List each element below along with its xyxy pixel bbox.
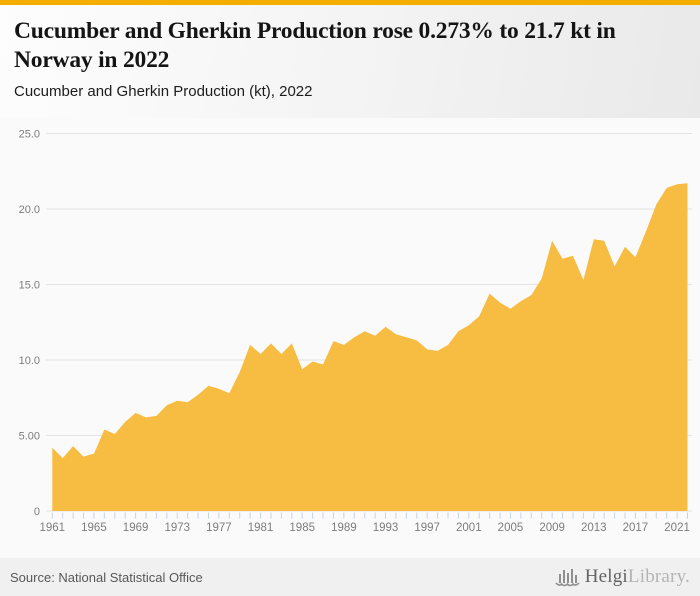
helgi-library-logo: HelgiLibrary. [555,566,690,589]
x-axis-label: 1961 [40,522,66,534]
x-axis-label: 1973 [164,522,190,534]
x-axis-label: 1977 [206,522,232,534]
production-area-chart: 0 5.00 10.0 15.0 20.0 25.0 1961 1965 1969 1973 197… [19,129,692,534]
y-axis-label: 20.0 [19,204,40,216]
x-axis-label: 2017 [623,522,649,534]
y-axis-label: 5.00 [19,431,40,443]
x-axis-label: 1969 [123,522,149,534]
x-axis-label: 2005 [498,522,524,534]
x-axis-label: 1989 [331,522,357,534]
x-axis-label: 2001 [456,522,482,534]
source-label: Source: National Statistical Office [10,569,203,585]
y-axis-label: 10.0 [19,355,40,367]
x-axis-label: 1981 [248,522,274,534]
bar-chart-building-icon [555,568,580,586]
chart-area: 0 5.00 10.0 15.0 20.0 25.0 1961 1965 1969 1973 197… [0,118,700,558]
x-axis-label: 1997 [414,522,440,534]
x-axis-label: 1965 [81,522,107,534]
y-axis-label: 15.0 [19,280,40,292]
y-axis-label: 0 [34,506,40,518]
chart-header: Cucumber and Gherkin Production rose 0.2… [0,5,700,118]
x-axis-label: 2009 [539,522,565,534]
x-axis-label: 2013 [581,522,607,534]
chart-footer: Source: National Statistical Office Helg… [0,558,700,596]
logo-text-library: Library. [627,566,690,587]
production-area-series [52,183,688,512]
chart-subtitle: Cucumber and Gherkin Production (kt), 20… [14,83,313,101]
page-title: Cucumber and Gherkin Production rose 0.2… [14,18,616,73]
accent-top-bar [0,0,700,5]
x-axis-label: 1985 [289,522,315,534]
x-axis-label: 1993 [373,522,399,534]
y-axis-label: 25.0 [19,129,40,141]
x-axis-label: 2021 [664,522,690,534]
logo-text-helgi: Helgi [584,566,628,587]
